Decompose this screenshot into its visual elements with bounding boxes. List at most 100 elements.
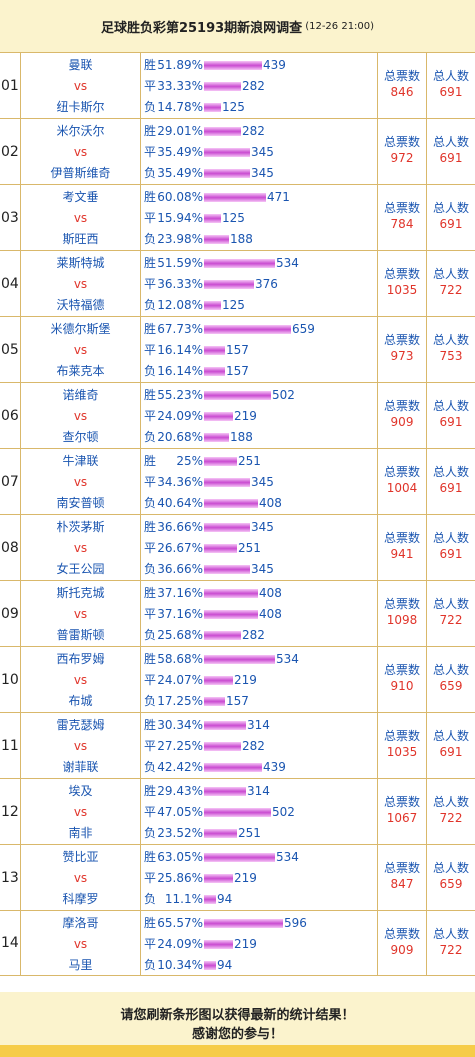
loss-percent: 40.64% [157,496,203,510]
match-row: 09 斯托克城 vs 普雷斯顿 胜37.16% 408 平37.16% 408 负25.68% 2… [0,580,475,646]
teams-cell: 西布罗姆 vs 布城 [20,647,141,712]
match-number: 10 [1,671,19,688]
win-count: 534 [276,850,299,864]
win-label: 胜 [144,586,157,600]
win-bar [204,721,246,730]
loss-count: 94 [217,958,233,972]
loss-percent: 17.25% [157,694,203,708]
total-votes-cell: 总票数 909 [377,383,427,448]
draw-bar [204,214,221,223]
total-votes-cell: 总票数 1067 [377,779,427,844]
total-votes-value: 910 [390,679,414,693]
teams-cell: 摩洛哥 vs 马里 [20,911,141,975]
teams-cell: 米德尔斯堡 vs 布莱克本 [20,317,141,382]
loss-bar [204,895,216,904]
draw-label: 平 [144,937,157,951]
home-team: 西布罗姆 [56,652,105,666]
win-vote-line: 胜 25% 251 [144,450,261,472]
vs-label: vs [73,937,88,951]
total-people-cell: 总人数 691 [427,53,475,118]
draw-vote-line: 平16.14% 157 [144,339,249,361]
vs-label: vs [73,607,88,621]
draw-vote-line: 平15.94% 125 [144,207,245,229]
away-team: 谢菲联 [62,760,99,774]
teams-cell: 牛津联 vs 南安普顿 [20,449,141,514]
teams-cell: 朴茨茅斯 vs 女王公园 [20,515,141,580]
draw-label: 平 [144,79,157,93]
draw-percent: 33.33% [157,79,203,93]
total-people-value: 722 [439,283,463,297]
draw-bar [204,742,241,751]
total-votes-label: 总票数 [383,333,420,347]
win-count: 282 [242,124,265,138]
match-number: 08 [1,539,19,556]
draw-percent: 25.86% [157,871,203,885]
total-votes-value: 1035 [386,745,418,759]
total-people-cell: 总人数 659 [427,647,475,712]
vs-label: vs [73,343,88,357]
win-percent: 67.73% [157,322,203,336]
total-people-label: 总人数 [432,927,469,941]
draw-vote-line: 平27.25% 282 [144,735,265,757]
total-votes-label: 总票数 [383,465,420,479]
win-percent: 55.23% [157,388,203,402]
loss-bar [204,961,216,970]
match-number: 01 [1,77,19,94]
loss-percent: 10.34% [157,958,203,972]
total-people-label: 总人数 [432,795,469,809]
win-bar [204,391,271,400]
draw-percent: 15.94% [157,211,203,225]
total-votes-value: 909 [390,415,414,429]
vs-label: vs [73,739,88,753]
teams-cell: 曼联 vs 纽卡斯尔 [20,53,141,118]
total-votes-cell: 总票数 941 [377,515,427,580]
win-vote-line: 胜51.59% 534 [144,252,299,274]
vs-label: vs [73,211,88,225]
match-row: 11 雷克瑟姆 vs 谢菲联 胜30.34% 314 平27.25% 282 负42.42% 43… [0,712,475,778]
away-team: 南非 [68,826,93,840]
draw-bar [204,874,233,883]
away-team: 女王公园 [56,562,105,576]
total-people-label: 总人数 [432,861,469,875]
draw-bar [204,412,233,421]
teams-cell: 斯托克城 vs 普雷斯顿 [20,581,141,646]
loss-bar [204,631,241,640]
total-people-value: 691 [439,745,463,759]
win-percent: 29.01% [157,124,203,138]
draw-bar [204,478,250,487]
away-team: 沃特福德 [56,298,105,312]
loss-vote-line: 负25.68% 282 [144,624,265,646]
total-votes-value: 973 [390,349,414,363]
total-people-cell: 总人数 691 [427,515,475,580]
draw-bar [204,610,258,619]
match-number: 12 [1,803,19,820]
draw-bar [204,346,225,355]
vs-label: vs [73,673,88,687]
total-votes-value: 784 [390,217,414,231]
total-votes-label: 总票数 [383,267,420,281]
win-count: 534 [276,652,299,666]
total-votes-value: 847 [390,877,414,891]
total-votes-cell: 总票数 909 [377,911,427,975]
vote-bars-cell: 胜51.89% 439 平33.33% 282 负14.78% 125 [141,53,377,118]
draw-vote-line: 平37.16% 408 [144,603,282,625]
home-team: 莱斯特城 [56,256,105,270]
loss-percent: 36.66% [157,562,203,576]
match-row: 07 牛津联 vs 南安普顿 胜 25% 251 平34.36% 345 负40.64% 408 总票… [0,448,475,514]
total-votes-value: 846 [390,85,414,99]
win-count: 502 [272,388,295,402]
draw-percent: 37.16% [157,607,203,621]
match-number: 02 [1,143,19,160]
win-count: 345 [251,520,274,534]
win-count: 471 [267,190,290,204]
draw-vote-line: 平25.86% 219 [144,867,257,889]
draw-bar [204,544,237,553]
loss-percent: 16.14% [157,364,203,378]
win-vote-line: 胜37.16% 408 [144,582,282,604]
survey-header: 足球胜负彩第25193期新浪网调查 (12-26 21:00) [0,0,475,52]
away-team: 查尔顿 [62,430,99,444]
loss-label: 负 [144,496,157,510]
vs-label: vs [73,79,88,93]
away-team: 纽卡斯尔 [56,100,105,114]
away-team: 布城 [68,694,93,708]
